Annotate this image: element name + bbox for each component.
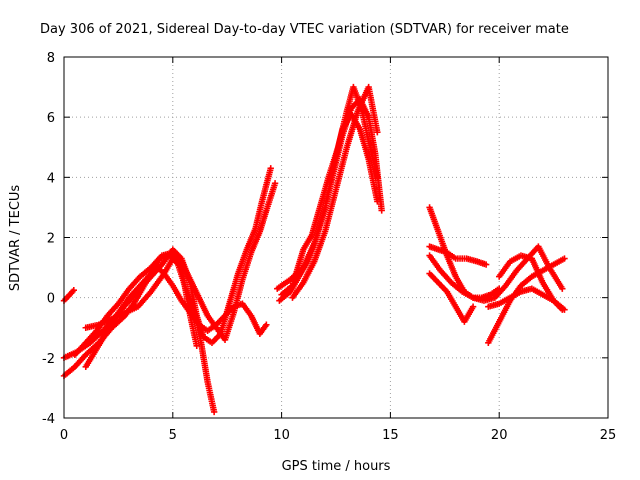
y-tick-label: 8 <box>47 51 55 66</box>
data-point <box>469 303 477 310</box>
x-axis-label: GPS time / hours <box>282 459 391 474</box>
x-tick-label: 15 <box>382 428 399 443</box>
y-tick-label: 6 <box>47 111 55 126</box>
data-point <box>70 286 77 294</box>
series-arc-13 <box>426 243 566 304</box>
series-arc-9 <box>276 110 381 304</box>
data-point <box>561 255 568 262</box>
y-tick-label: 4 <box>47 171 55 186</box>
x-tick-label: 20 <box>491 428 508 443</box>
data-point <box>482 261 490 268</box>
data-point <box>378 207 385 214</box>
x-tick-label: 5 <box>169 428 177 443</box>
data-point <box>374 198 381 205</box>
y-tick-label: 2 <box>47 232 55 247</box>
data-point <box>193 342 200 349</box>
data-point <box>210 408 218 416</box>
x-tick-label: 0 <box>60 428 68 443</box>
x-tick-label: 25 <box>600 428 617 443</box>
data-point <box>267 165 274 172</box>
data-point <box>559 285 566 292</box>
data-point <box>561 306 568 313</box>
series-arc-4 <box>71 180 279 359</box>
y-tick-label: 0 <box>47 292 55 307</box>
series-arc-17 <box>485 285 568 313</box>
series-arc-7 <box>274 95 385 292</box>
y-tick-label: -4 <box>42 412 55 427</box>
series-arc-10 <box>289 83 381 301</box>
plot-frame <box>63 56 609 419</box>
series-arc-1 <box>60 286 77 304</box>
chart-title: Day 306 of 2021, Sidereal Day-to-day VTE… <box>40 22 569 37</box>
data-points <box>60 83 568 416</box>
data-point <box>374 129 381 136</box>
data-point <box>263 321 270 328</box>
x-tick-label: 10 <box>273 428 290 443</box>
series-arc-14 <box>426 270 477 325</box>
y-axis-label: SDTVAR / TECUs <box>8 185 23 292</box>
grid <box>64 57 608 418</box>
data-point <box>271 180 279 187</box>
data-point <box>374 174 381 181</box>
series-arc-6 <box>82 255 200 349</box>
axis-ticks: 0 5 10 15 20 25 -4 -2 0 2 4 6 8 <box>42 51 616 443</box>
y-tick-label: -2 <box>42 352 55 367</box>
series-arc-12 <box>426 243 490 268</box>
